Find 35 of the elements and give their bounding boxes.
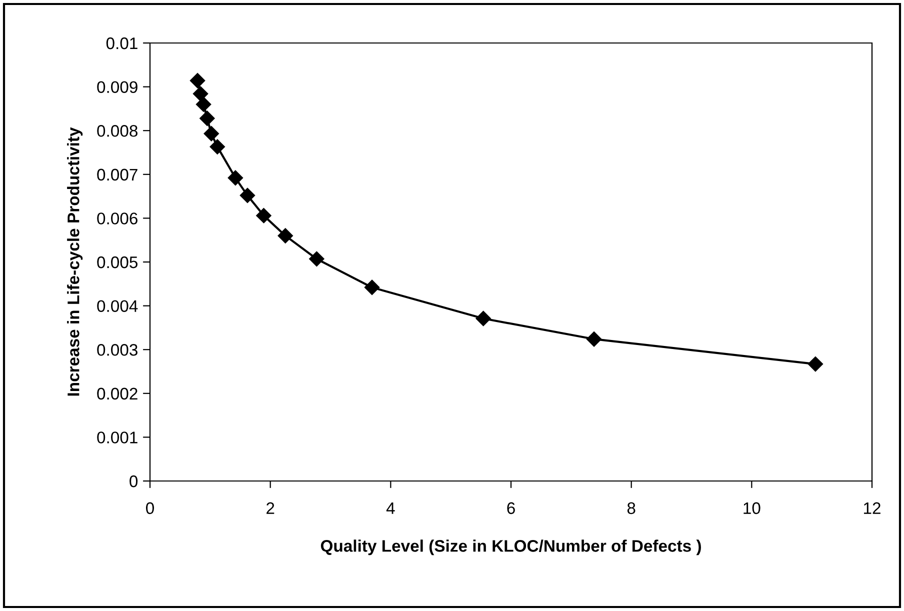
y-axis-title: Increase in Life-cycle Productivity (67, 127, 83, 396)
x-tick-label: 0 (146, 502, 154, 514)
y-tick-label: 0 (130, 475, 138, 488)
x-tick-label: 12 (864, 502, 880, 514)
x-tick-label: 6 (507, 502, 515, 514)
point (190, 73, 206, 88)
x-tick-label: 8 (627, 502, 636, 514)
y-tick-label: 0.008 (97, 125, 138, 137)
y-tick-label: 0.001 (97, 432, 138, 444)
point (586, 332, 602, 347)
x-tick-label: 4 (386, 502, 395, 514)
point (808, 356, 824, 372)
x-tick-label: 2 (266, 502, 274, 514)
y-tick-label: 0.007 (97, 168, 138, 181)
point (204, 126, 219, 142)
x-tick-label: 10 (744, 502, 760, 514)
point (309, 251, 324, 267)
point (278, 228, 293, 244)
point (256, 208, 272, 224)
point (196, 96, 212, 112)
point (364, 280, 380, 295)
y-tick-label: 0.009 (97, 81, 138, 94)
point (200, 110, 215, 126)
point (228, 170, 244, 186)
y-tick-label: 0.004 (97, 300, 138, 312)
y-tick-label: 0.002 (97, 388, 138, 400)
y-tick-label: 0.003 (97, 344, 138, 356)
point (240, 188, 256, 203)
point (476, 310, 491, 326)
y-tick-label: 0.01 (106, 37, 138, 50)
x-axis-title: Quality Level (Size in KLOC/Number of Defects ) (320, 540, 701, 556)
y-tick-label: 0.005 (97, 256, 138, 268)
point (192, 86, 208, 102)
point (210, 139, 225, 154)
y-tick-label: 0.006 (97, 212, 138, 224)
